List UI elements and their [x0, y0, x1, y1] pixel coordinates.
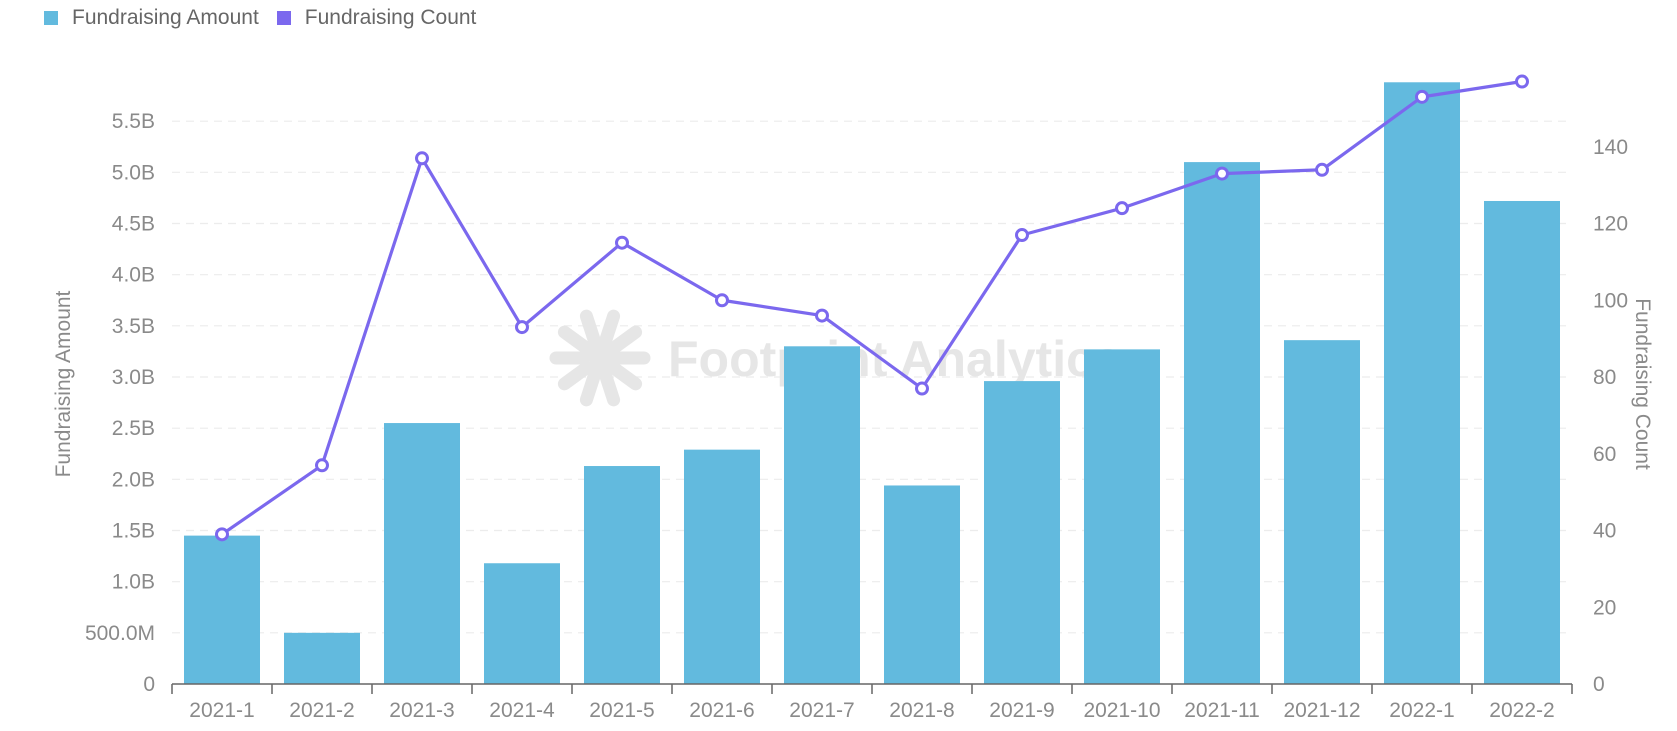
y-tick-label-right: 60 — [1593, 443, 1616, 466]
x-tick-label: 2021-8 — [889, 699, 954, 722]
y-tick-label-left: 4.0B — [112, 264, 155, 287]
point-fundraising-count — [915, 381, 929, 396]
y-tick-label-left: 5.0B — [112, 161, 155, 184]
bar-fundraising-amount — [484, 563, 560, 684]
logo-petal — [606, 325, 643, 356]
logo-petal — [557, 360, 594, 391]
point-fundraising-count — [1515, 74, 1529, 89]
footprint-logo-icon — [549, 309, 651, 407]
bar-fundraising-amount — [784, 346, 860, 684]
x-tick-label: 2021-6 — [689, 699, 754, 722]
legend-swatch-count — [276, 11, 291, 25]
logo-petal — [598, 366, 621, 407]
y-axis-title-left: Fundraising Amount — [52, 290, 75, 477]
y-tick-label-left: 1.0B — [112, 571, 155, 594]
bar-fundraising-amount — [384, 423, 460, 684]
x-tick-label: 2021-2 — [289, 699, 354, 722]
line-fundraising-count — [221, 79, 1523, 536]
y-tick-label-left: 500.0M — [85, 622, 155, 645]
x-tick-label: 2021-5 — [589, 699, 654, 722]
y-tick-label-left: 2.5B — [112, 417, 155, 440]
x-tick-label: 2021-12 — [1283, 699, 1360, 722]
bar-fundraising-amount — [284, 632, 360, 684]
x-tick-label: 2021-4 — [489, 699, 555, 722]
x-tick-label: 2021-11 — [1184, 699, 1260, 722]
bar-fundraising-amount — [684, 449, 760, 684]
x-tick-label: 2021-1 — [189, 699, 254, 722]
x-tick-label: 2021-7 — [789, 699, 854, 722]
legend-label-count: Fundraising Count — [304, 6, 477, 29]
legend-swatch-amount — [44, 11, 58, 25]
bar-fundraising-amount — [584, 466, 660, 684]
line-series — [215, 74, 1529, 542]
y-tick-label-right: 120 — [1593, 213, 1628, 236]
x-tick-label: 2022-2 — [1489, 699, 1554, 722]
logo-petal — [579, 366, 602, 407]
y-tick-label-right: 0 — [1593, 673, 1605, 696]
x-tick-label: 2021-10 — [1083, 699, 1160, 722]
y-tick-label-right: 80 — [1593, 366, 1616, 389]
y-tick-label-left: 1.5B — [112, 520, 155, 543]
y-tick-label-right: 40 — [1593, 520, 1616, 543]
bar-fundraising-amount — [1284, 340, 1360, 684]
watermark: Footprint Analytics — [549, 309, 1122, 407]
point-fundraising-count — [815, 308, 829, 323]
bar-fundraising-amount — [184, 535, 260, 684]
legend-item-fundraising-count[interactable]: Fundraising Count — [276, 6, 477, 30]
point-fundraising-count — [1015, 228, 1029, 243]
x-tick-label: 2021-3 — [389, 699, 454, 722]
y-tick-label-right: 100 — [1593, 289, 1628, 312]
y-tick-label-left: 4.5B — [112, 213, 155, 236]
point-fundraising-count — [715, 293, 729, 308]
logo-petal — [598, 309, 621, 350]
point-fundraising-count — [615, 235, 629, 250]
point-fundraising-count — [1115, 201, 1129, 216]
legend: Fundraising Amount Fundraising Count — [44, 6, 476, 30]
y-tick-label-left: 3.5B — [112, 315, 155, 338]
watermark-text: Footprint Analytics — [668, 331, 1122, 387]
y-tick-label-left: 2.0B — [112, 468, 155, 491]
bar-fundraising-amount — [1084, 349, 1160, 684]
point-fundraising-count — [215, 527, 229, 542]
bar-fundraising-amount — [884, 485, 960, 684]
x-tick-label: 2021-9 — [989, 699, 1054, 722]
legend-label-amount: Fundraising Amount — [72, 6, 259, 29]
y-tick-label-left: 3.0B — [112, 366, 155, 389]
point-fundraising-count — [1315, 162, 1329, 177]
y-tick-label-right: 20 — [1593, 596, 1616, 619]
bar-fundraising-amount — [1484, 200, 1560, 684]
bar-series — [184, 82, 1560, 685]
point-fundraising-count — [1215, 166, 1229, 181]
legend-item-fundraising-amount[interactable]: Fundraising Amount — [44, 6, 259, 30]
y-tick-label-left: 0 — [143, 673, 155, 696]
y-tick-label-right: 140 — [1593, 136, 1628, 159]
point-fundraising-count — [515, 320, 529, 335]
logo-petal — [579, 309, 602, 350]
logo-petal — [606, 360, 643, 391]
bar-fundraising-amount — [1384, 82, 1460, 684]
point-fundraising-count — [1415, 89, 1429, 104]
bar-fundraising-amount — [984, 381, 1060, 684]
point-fundraising-count — [415, 151, 429, 166]
x-tick-label: 2022-1 — [1389, 699, 1454, 722]
y-axis-title-right: Fundraising Count — [1631, 298, 1654, 470]
logo-center — [589, 347, 611, 369]
bar-fundraising-amount — [1184, 162, 1260, 685]
logo-petal — [557, 325, 594, 356]
axes: 0 500.0M 1.0B 1.5B 2.0B 2.5B 3.0B 3.5B 4.0B 4.5B 5… — [52, 110, 1654, 722]
y-tick-label-left: 5.5B — [112, 110, 155, 133]
point-fundraising-count — [315, 458, 329, 473]
